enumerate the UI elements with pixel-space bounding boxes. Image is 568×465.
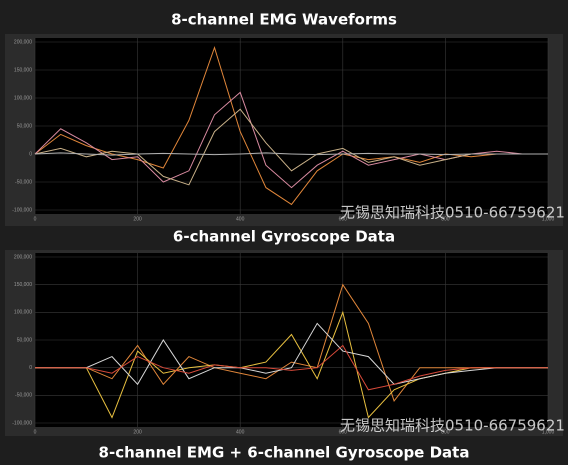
- x-tick-label: 800: [441, 216, 450, 222]
- series-line: [34, 108, 548, 186]
- x-tick-label: 400: [236, 429, 245, 435]
- series-line: [34, 152, 548, 156]
- y-tick-label: 0: [29, 365, 32, 371]
- x-tick-label: 600: [339, 429, 348, 435]
- chart-title: 6-channel Gyroscope Data: [173, 228, 395, 246]
- y-tick-label: 150,000: [14, 67, 32, 73]
- x-tick-label: 1,000: [542, 216, 555, 222]
- caption: 8-channel EMG + 6-channel Gyroscope Data: [99, 444, 470, 462]
- x-tick-label: 400: [236, 216, 245, 222]
- series-line: [35, 322, 548, 386]
- series-line: [35, 310, 548, 419]
- watermark: 无锡思知瑞科技0510-66759621: [340, 204, 565, 222]
- watermark: 无锡思知瑞科技0510-66759621: [340, 417, 565, 435]
- y-tick-label: 150,000: [14, 282, 32, 288]
- y-tick-label: -100,000: [12, 207, 32, 213]
- y-tick-label: -50,000: [15, 179, 32, 185]
- y-tick-label: 50,000: [17, 337, 33, 343]
- x-tick-label: 1,000: [542, 429, 555, 435]
- x-tick-label: 200: [133, 429, 142, 435]
- y-tick-label: -50,000: [15, 393, 32, 399]
- y-tick-label: 50,000: [17, 123, 33, 129]
- y-tick-label: 200,000: [14, 39, 32, 45]
- y-tick-label: -100,000: [12, 420, 32, 426]
- chart-title: 8-channel EMG Waveforms: [171, 11, 397, 29]
- x-tick-label: 200: [133, 216, 142, 222]
- x-tick-label: 600: [339, 216, 348, 222]
- y-tick-label: 0: [29, 151, 32, 157]
- x-tick-label: 800: [441, 429, 450, 435]
- y-tick-label: 200,000: [14, 254, 32, 260]
- x-tick-label: 0: [34, 429, 37, 435]
- y-tick-label: 100,000: [14, 95, 32, 101]
- y-tick-label: 100,000: [14, 310, 32, 316]
- series-line: [35, 344, 548, 391]
- x-tick-label: 0: [34, 216, 37, 222]
